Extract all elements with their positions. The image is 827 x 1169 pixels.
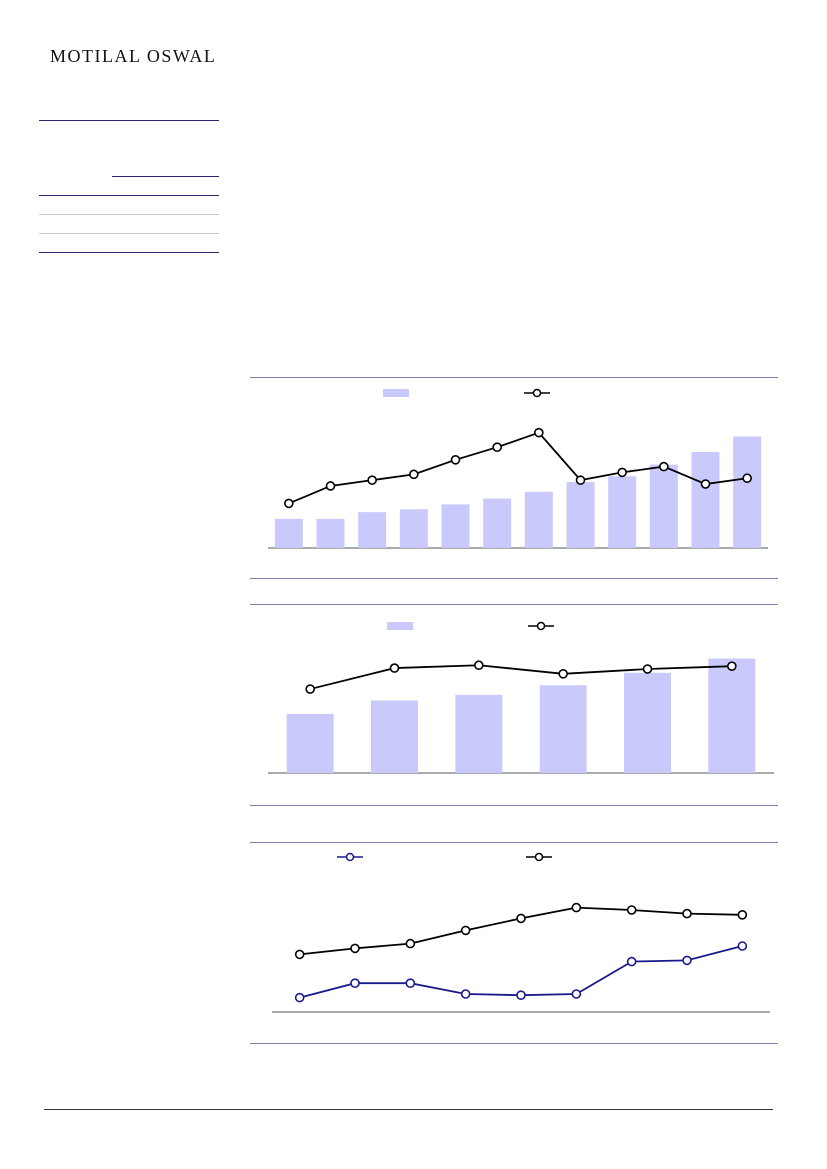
data-point [571, 902, 582, 913]
bar [371, 700, 418, 773]
data-point [682, 955, 692, 966]
bar [524, 491, 553, 548]
legend-swatch-bar [387, 622, 413, 630]
bar [399, 509, 428, 548]
data-point [659, 461, 669, 472]
data-point [626, 905, 637, 915]
data-point [450, 455, 461, 465]
chart-3-frame-top [250, 842, 778, 843]
data-point [742, 473, 752, 484]
data-point [571, 989, 582, 999]
data-point [325, 481, 336, 491]
data-point [516, 913, 526, 924]
data-point [350, 978, 360, 988]
data-point [460, 925, 471, 936]
bar [316, 518, 345, 548]
sidebar-rule-top [39, 120, 219, 121]
sidebar-rule-grey-1 [39, 214, 219, 215]
chart-1-frame-bottom [250, 578, 778, 579]
data-point [405, 938, 416, 949]
chart-2 [250, 604, 778, 806]
chart-1-plot [268, 388, 768, 549]
bar [455, 694, 503, 773]
data-point [409, 469, 419, 480]
bar [441, 504, 470, 548]
chart-2-frame-top [250, 604, 778, 605]
bar [274, 518, 303, 548]
bar [566, 482, 595, 548]
data-point [700, 479, 711, 489]
data-point [682, 908, 692, 919]
chart-3-frame-bottom [250, 1043, 778, 1044]
bar [649, 464, 678, 548]
bar [483, 498, 512, 548]
bar [539, 685, 587, 773]
bar [624, 672, 671, 773]
data-point [534, 427, 544, 438]
data-point [474, 660, 484, 671]
data-point [626, 956, 637, 967]
data-point [516, 990, 526, 1000]
data-point [642, 664, 653, 674]
data-point [575, 475, 586, 485]
data-point [294, 992, 305, 1003]
data-point [284, 498, 294, 509]
chart-1-frame-top [250, 377, 778, 378]
brand-logo: MOTILAL OSWAL [50, 46, 217, 66]
sidebar-rule-short [112, 176, 219, 177]
data-point [617, 467, 627, 478]
chart-2-plot [268, 621, 774, 774]
bar [708, 658, 756, 773]
series-line [288, 431, 748, 505]
data-point [492, 442, 502, 452]
legend-swatch-marker [532, 388, 542, 398]
data-point [367, 475, 377, 485]
chart-3-plot [272, 852, 770, 1013]
series-line [299, 945, 743, 999]
data-point [389, 663, 400, 673]
data-point [350, 943, 360, 954]
legend-swatch-bar [383, 389, 409, 397]
bar [358, 512, 387, 548]
bar [691, 452, 720, 548]
data-point [405, 978, 416, 988]
chart-2-frame-bottom [250, 805, 778, 806]
bar [733, 436, 762, 548]
data-point [727, 661, 737, 671]
sidebar-rule-mid [39, 195, 219, 196]
data-point [294, 949, 305, 960]
data-point [460, 989, 471, 999]
footer-rule [44, 1109, 773, 1110]
sidebar-rule-grey-2 [39, 233, 219, 234]
data-point [305, 684, 315, 694]
data-point [558, 669, 568, 679]
chart-3 [250, 842, 778, 1044]
data-point [737, 910, 748, 920]
chart-1 [250, 377, 778, 579]
bar [286, 713, 334, 773]
bar [608, 476, 637, 548]
legend-swatch-marker [536, 621, 546, 631]
sidebar-rule-bottom [39, 252, 219, 253]
legend-swatch-marker [345, 852, 355, 862]
series-line [309, 664, 732, 690]
legend-swatch-marker [534, 852, 544, 862]
data-point [737, 941, 748, 951]
